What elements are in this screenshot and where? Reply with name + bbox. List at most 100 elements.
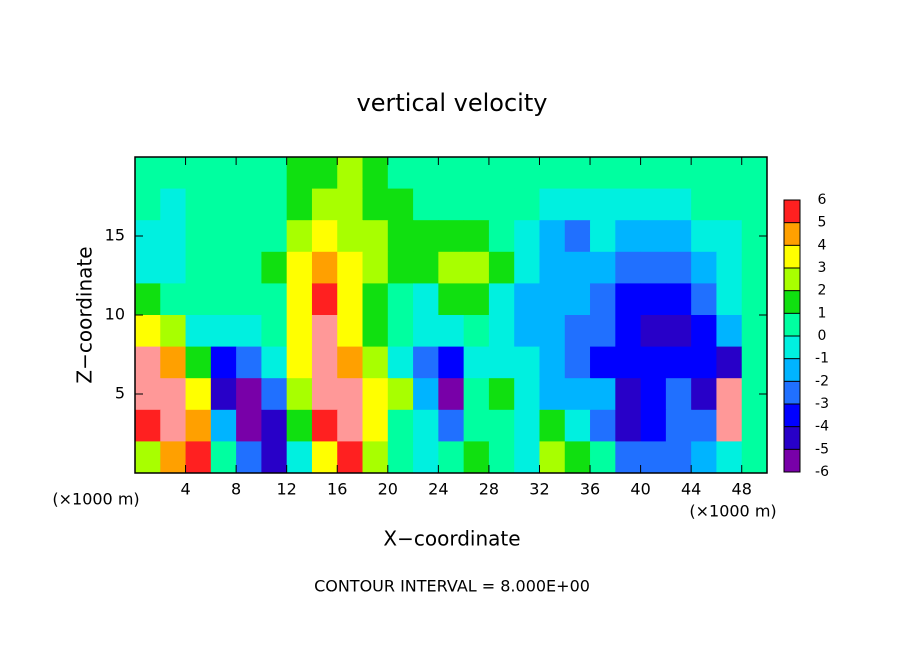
cell (564, 378, 591, 411)
colorbar-tick-label: 0 (818, 328, 827, 344)
x-axis-label: X−coordinate (383, 527, 520, 551)
cell (665, 441, 692, 474)
cell (615, 409, 642, 442)
cell (362, 315, 389, 348)
cell (438, 441, 465, 474)
cell (387, 188, 414, 221)
cell (564, 409, 591, 442)
colorbar-band (784, 290, 800, 314)
cell (261, 378, 288, 411)
cell (387, 441, 414, 474)
cell (615, 378, 642, 411)
cell (311, 378, 338, 411)
cell (716, 188, 743, 221)
cell (539, 346, 566, 379)
colorbar-tick-label: -1 (815, 351, 829, 367)
cell (463, 346, 490, 379)
colorbar-band (784, 358, 800, 382)
cell (135, 346, 161, 379)
cell (463, 441, 490, 474)
cell (463, 157, 490, 190)
cell (387, 220, 414, 253)
cell (185, 157, 212, 190)
cell (665, 251, 692, 284)
cell (488, 409, 515, 442)
cell (438, 188, 465, 221)
cell (337, 251, 364, 284)
cell (337, 283, 364, 316)
cell (564, 220, 591, 253)
cell (590, 441, 616, 474)
cell (590, 409, 616, 442)
cell (413, 441, 439, 474)
cell (261, 157, 288, 190)
cell (716, 220, 743, 253)
cell (337, 378, 364, 411)
cell (716, 157, 743, 190)
cell (135, 283, 161, 316)
y-unit: (×1000 m) (52, 490, 139, 509)
cell (590, 220, 616, 253)
cell (539, 315, 566, 348)
cell (236, 441, 262, 474)
cell (311, 283, 338, 316)
cell (210, 346, 237, 379)
cell (311, 441, 338, 474)
cell (185, 441, 212, 474)
colorbar-band (784, 449, 800, 472)
cell (160, 315, 187, 348)
cell (413, 378, 439, 411)
cell (236, 283, 262, 316)
cell (691, 188, 717, 221)
cell (590, 315, 616, 348)
cell (236, 188, 262, 221)
x-tick-label: 12 (277, 480, 297, 499)
cell (539, 283, 566, 316)
cell (261, 188, 288, 221)
cell (135, 441, 161, 474)
cell (311, 409, 338, 442)
cell (691, 157, 717, 190)
cell (691, 220, 717, 253)
cell (286, 409, 313, 442)
cell (135, 157, 161, 190)
cell (413, 346, 439, 379)
cell (185, 346, 212, 379)
cell (691, 378, 717, 411)
cell (311, 346, 338, 379)
cell (160, 188, 187, 221)
cell (741, 188, 768, 221)
cell (210, 283, 237, 316)
cell (691, 251, 717, 284)
cell (236, 251, 262, 284)
x-tick-label: 24 (428, 480, 448, 499)
cell (387, 346, 414, 379)
cell (564, 188, 591, 221)
cell (590, 188, 616, 221)
cell (135, 315, 161, 348)
colorbar-tick-label: 6 (818, 192, 827, 208)
cell (716, 441, 743, 474)
cell (488, 188, 515, 221)
cell (337, 220, 364, 253)
cell (438, 315, 465, 348)
cell (236, 220, 262, 253)
cell (539, 188, 566, 221)
cell (590, 378, 616, 411)
colorbar-band (784, 268, 800, 291)
cell (564, 441, 591, 474)
cell (463, 188, 490, 221)
x-tick-label: 4 (180, 480, 190, 499)
cell (185, 251, 212, 284)
cell (741, 441, 768, 474)
cell (564, 157, 591, 190)
cell (337, 315, 364, 348)
cell (716, 251, 743, 284)
cell (362, 251, 389, 284)
colorbar-tick-label: -3 (815, 396, 829, 412)
cell (210, 409, 237, 442)
colorbar-tick-label: 3 (818, 260, 827, 276)
cell (463, 220, 490, 253)
cell (741, 251, 768, 284)
colorbar-band (784, 222, 800, 246)
